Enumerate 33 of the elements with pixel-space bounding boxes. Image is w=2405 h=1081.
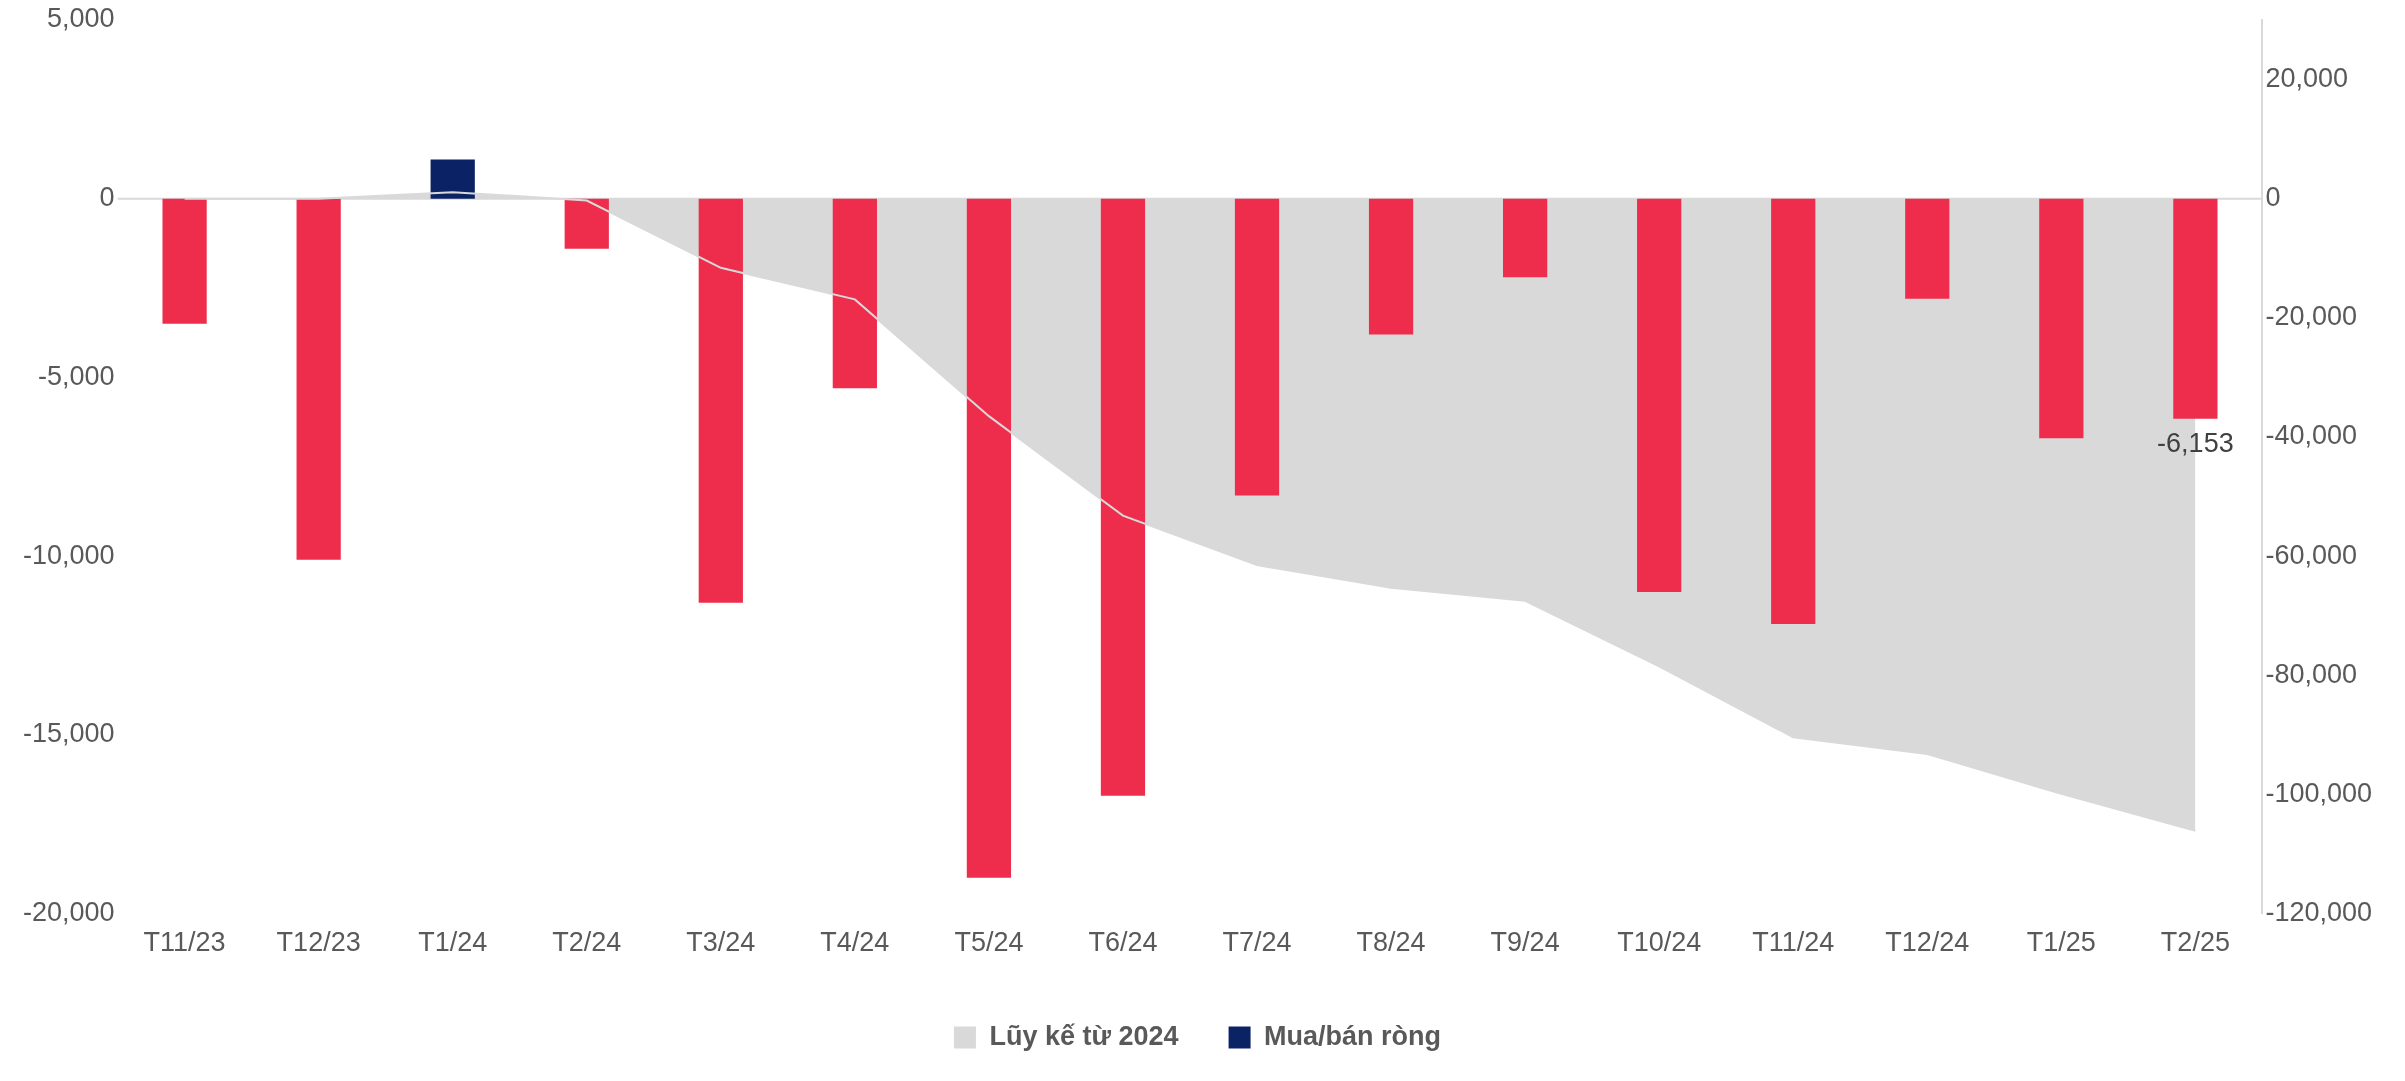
x-tick-label: T6/24 [1088,927,1158,958]
x-tick-label: T10/24 [1617,927,1702,958]
y-tick-label: -20,000 [23,897,115,928]
x-tick-label: T3/24 [686,927,756,958]
x-tick-label: T2/24 [552,927,622,958]
data-label: -6,153 [2157,427,2234,458]
y2-tick-label: -60,000 [2265,539,2357,570]
y-tick-label: -10,000 [23,539,115,570]
x-tick-label: T11/23 [143,927,226,958]
x-tick-label: T7/24 [1222,927,1292,958]
y2-tick-label: 0 [2265,182,2281,213]
y2-tick-label: -80,000 [2265,658,2357,689]
x-tick-label: T2/25 [2160,927,2230,958]
x-tick-label: T1/25 [2026,927,2096,958]
x-tick-label: T4/24 [820,927,890,958]
y-tick-label: 5,000 [47,3,115,34]
y2-tick-label: -40,000 [2265,420,2357,451]
x-tick-label: T8/24 [1356,927,1426,958]
y-tick-label: -15,000 [23,718,115,749]
y-tick-label: 0 [99,182,115,213]
x-tick-label: T12/24 [1885,927,1970,958]
y2-tick-label: -100,000 [2265,777,2372,808]
x-tick-label: T9/24 [1490,927,1560,958]
legend-label: Lũy kế từ 2024 [989,1020,1179,1051]
y-tick-label: -5,000 [38,360,115,391]
legend-label: Mua/bán ròng [1264,1020,1442,1051]
y2-tick-label: 20,000 [2265,63,2348,94]
y2-tick-label: -120,000 [2265,897,2372,928]
x-tick-label: T1/24 [418,927,488,958]
x-tick-label: T5/24 [954,927,1024,958]
x-tick-label: T12/23 [276,927,361,958]
y2-tick-label: -20,000 [2265,301,2357,332]
x-tick-label: T11/24 [1752,927,1835,958]
